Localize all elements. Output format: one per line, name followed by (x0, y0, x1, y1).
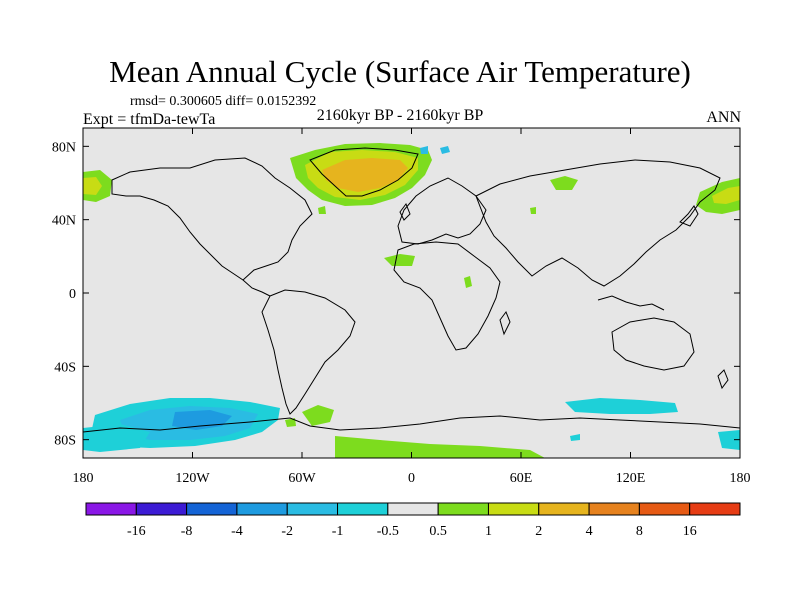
coastlines (83, 147, 740, 433)
colorbar-swatch-10 (588, 502, 640, 516)
colorbar-label-8: 2 (535, 524, 542, 539)
anomaly-siberia (550, 176, 578, 190)
anomaly-arctic-cold (420, 146, 428, 154)
colorbar-swatch-5 (337, 502, 389, 516)
anomaly-africa-small (464, 276, 472, 288)
colorbar-swatch-11 (638, 502, 691, 516)
anomaly-asia-small (530, 207, 536, 214)
coast-new-zealand (717, 369, 729, 390)
coast-africa (393, 241, 501, 351)
anomaly-southern-indian-cold (565, 398, 678, 414)
coast-north-america (111, 157, 313, 281)
colorbar-swatch-1 (135, 502, 188, 516)
coast-central-america (242, 279, 271, 297)
lat-label-4: 80S (54, 434, 76, 449)
lon-label-0: 180 (73, 471, 94, 486)
colorbar-label-1: -8 (181, 524, 193, 539)
anomaly-bering-east-yellow (712, 186, 740, 204)
colorbar-swatch-2 (186, 502, 238, 516)
lon-label-2: 60W (288, 471, 316, 486)
coast-south-america (261, 289, 356, 415)
latitude-axis: 80N 40N 0 40S 80S (52, 140, 740, 449)
anomaly-greenland-orange (322, 158, 408, 192)
anomaly-fields (83, 143, 740, 458)
colorbar-label-6: 0.5 (429, 524, 447, 539)
lat-label-0: 80N (52, 140, 76, 155)
colorbar-swatch-4 (286, 502, 339, 516)
coast-australia (611, 317, 695, 371)
longitude-axis: 180 120W 60W 0 60E 120E 180 (73, 128, 751, 486)
lat-label-2: 0 (69, 287, 76, 302)
colorbar-swatch-7 (437, 502, 489, 516)
colorbar-label-4: -1 (332, 524, 344, 539)
colorbar-label-3: -2 (281, 524, 293, 539)
anomaly-ross-cold (83, 424, 150, 452)
colorbar-swatch-12 (689, 502, 741, 516)
anomaly-antarctic-warm (335, 436, 545, 458)
anomaly-weddell-warm (302, 405, 334, 426)
anomaly-arctic-cold2 (440, 146, 450, 154)
coast-greenland (309, 147, 419, 197)
lat-label-1: 40N (52, 214, 76, 229)
colorbar-label-0: -16 (127, 524, 146, 539)
time-range-subtitle: 2160kyr BP - 2160kyr BP (316, 107, 484, 124)
lon-label-1: 120W (175, 471, 210, 486)
anomaly-bering-west-yellow (83, 177, 102, 195)
colorbar: -16 -8 -4 -2 -1 -0.5 0.5 1 2 4 8 16 (85, 502, 741, 539)
experiment-label: Expt = tfmDa-tewTa (83, 111, 216, 128)
colorbar-label-2: -4 (231, 524, 243, 539)
coast-europe (397, 177, 487, 245)
rmsd-diff-stats: rmsd= 0.300605 diff= 0.0152392 (130, 94, 317, 109)
lon-label-5: 120E (616, 471, 646, 486)
colorbar-swatch-9 (538, 502, 590, 516)
colorbar-label-7: 1 (485, 524, 492, 539)
anomaly-east-antarctic-cold (718, 430, 740, 450)
colorbar-swatch-6 (387, 502, 439, 516)
coast-japan (679, 205, 699, 227)
colorbar-label-5: -0.5 (377, 524, 399, 539)
anomaly-southern-small-cold (570, 434, 580, 441)
coast-asia (475, 159, 721, 287)
anomaly-greenland-small-green (318, 206, 326, 214)
lon-label-6: 180 (730, 471, 751, 486)
chart-title: Mean Annual Cycle (Surface Air Temperatu… (109, 54, 691, 89)
anomaly-sahel (384, 254, 415, 266)
lon-label-3: 0 (408, 471, 415, 486)
colorbar-label-11: 16 (683, 524, 697, 539)
colorbar-swatch-3 (236, 502, 288, 516)
coast-uk (399, 202, 411, 221)
colorbar-swatch-8 (487, 502, 540, 516)
coast-madagascar (499, 310, 511, 336)
colorbar-swatch-0 (85, 502, 137, 516)
lat-label-3: 40S (54, 360, 76, 375)
anomaly-antarctic-warm-small (285, 418, 296, 427)
coast-antarctica (83, 415, 740, 433)
season-label: ANN (706, 109, 741, 126)
colorbar-label-10: 8 (636, 524, 643, 539)
lon-label-4: 60E (510, 471, 533, 486)
colorbar-label-9: 4 (586, 524, 593, 539)
coast-indonesia (597, 295, 665, 311)
